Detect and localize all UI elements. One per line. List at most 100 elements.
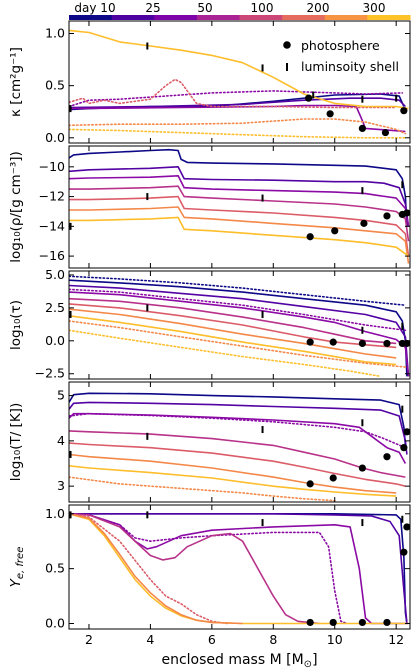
photosphere-marker [383,212,391,220]
y-tick-label: 5.0 [45,267,65,282]
series-line-day-300 [69,308,397,359]
photosphere-marker [329,338,337,346]
panel-kappa: 0.0 0.5 1.0 κ [cm²g⁻¹] [8,20,411,145]
y-axis-label: Ye, free [8,547,26,588]
x-tick-label: 12 [388,632,404,647]
panel-rho: −16 −14 −12 −10 log₁₀(ρ/[g cm⁻³]) [8,145,411,269]
series-line-day-200 [69,442,406,487]
series-line-day-50 [69,288,407,332]
photosphere-marker [403,209,410,217]
series-line-day-200 [69,78,397,109]
series-line-day-400 [69,216,409,257]
series-line-day-400 [69,513,409,625]
y-axis-label: log₁₀(ρ/[g cm⁻³]) [8,151,24,263]
panel-ye: 0.0 0.5 1.0 Ye, free [8,504,411,631]
legend-label: luminsoity shell [301,59,399,74]
colorbar-segment [154,15,198,20]
colorbar-label: 50 [197,1,212,15]
colorbar-segment [196,15,240,20]
series-line-day-25 [69,513,408,624]
colorbar-label: 25 [145,1,160,15]
series-line-day-100 [69,297,397,345]
series-line-day-50 [69,513,409,625]
plot-area [69,29,409,139]
series-line-day-300 [69,320,407,368]
series-line-day-50 [69,90,404,108]
series-line-day-50 [69,412,407,449]
x-tick-label: 2 [85,632,93,647]
series-line-day-300 [69,476,336,502]
series-line-day-400 [69,315,397,366]
series-line-day-200 [69,195,410,257]
photosphere-marker [400,444,408,452]
photosphere-marker [403,339,410,348]
colorbar-segment [324,15,368,20]
x-tick-label: 10 [327,632,343,647]
x-tick-label: 4 [146,632,154,647]
x-axis-label: enclosed mass M [M⊙] [161,652,317,670]
series-line-day-100 [69,185,410,242]
photosphere-marker [403,428,410,436]
y-axis-label: log₁₀(T/ [K]) [8,403,24,481]
series-line-day-300 [69,513,243,625]
plot-area [69,275,410,378]
series-line-day-10 [69,148,408,227]
legend: photosphere luminsoity shell [283,38,399,74]
x-tick-label: 8 [269,632,277,647]
series-line-day-100 [69,513,320,625]
y-tick-label: 0.5 [45,78,65,93]
colorbar: day 10 25 50 100 200 300 [69,1,411,20]
photosphere-marker [360,219,368,227]
photosphere-marker [306,338,314,346]
y-tick-label: 2.5 [45,300,65,315]
photosphere-marker [400,548,408,556]
series-line-day-25 [69,401,408,455]
y-tick-label: 0.0 [45,130,65,145]
series-line-day-25 [69,166,410,227]
colorbar-label: 300 [363,1,386,15]
y-tick-label: −16 [39,248,65,263]
series-line-day-400 [69,128,407,139]
series-line-day-50 [69,175,410,227]
colorbar-segment [282,15,326,20]
photosphere-marker [306,233,314,241]
series-line-day-400 [69,329,382,378]
y-tick-label: 0.0 [45,333,65,348]
panel-frame [68,20,411,144]
colorbar-label: day 10 [74,1,115,15]
plot-area [69,511,410,627]
photosphere-marker [306,618,314,627]
photosphere-marker [383,618,391,627]
plot-area [69,148,410,264]
photosphere-marker [305,94,313,102]
y-axis-label: log₁₀(τ) [8,300,24,350]
y-tick-label: 4 [57,433,65,448]
y-tick-label: −12 [39,189,65,204]
photosphere-marker [358,339,366,348]
y-tick-label: −2.5 [35,366,65,381]
legend-photosphere-marker [283,41,291,49]
photosphere-marker [358,464,366,472]
photosphere-marker [358,618,366,627]
plot-area [69,392,410,502]
series-line-day-50 [69,104,406,133]
series-line-day-400 [69,29,409,110]
series-line-day-100 [69,430,406,478]
y-tick-label: −10 [39,159,65,174]
panel-frame [68,145,411,269]
x-tick-label: 6 [208,632,216,647]
x-axis: 2 4 6 8 10 12 enclosed mass M [M⊙] [85,632,404,670]
photosphere-marker [403,523,410,531]
panel-frame [68,270,411,380]
y-tick-label: −14 [39,218,65,233]
photosphere-marker [326,110,334,118]
series-line-day-50 [69,412,407,464]
colorbar-label: 200 [307,1,330,15]
photosphere-marker [381,128,390,137]
y-tick-label: 1.0 [45,26,65,41]
series-line-day-300 [69,118,407,135]
series-line-day-10 [69,513,408,624]
photosphere-marker [329,474,337,482]
panel-temperature: 3 4 5 log₁₀(T/ [K]) [8,381,411,503]
